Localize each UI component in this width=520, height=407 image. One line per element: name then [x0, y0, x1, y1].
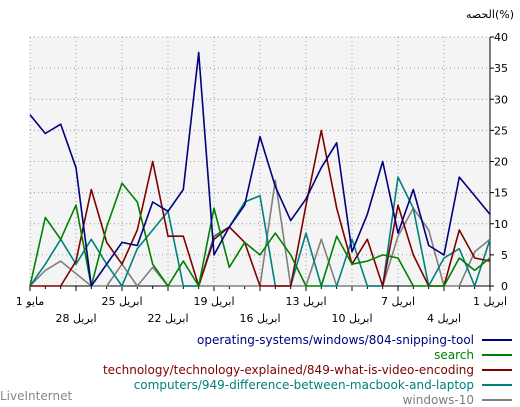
legend-label: windows-10 [402, 392, 474, 407]
legend-swatch [482, 353, 512, 356]
x-tick-label: 28 ابريل [55, 312, 96, 325]
y-axis-label: الحصه(%) [466, 8, 514, 21]
legend-item: windows-10 [403, 392, 512, 407]
y-tick-label: 35 [494, 62, 508, 75]
legend-item: technology/technology-explained/849-what… [103, 362, 512, 377]
series-line-1 [29, 51, 491, 287]
watermark: LiveInternet [0, 389, 73, 403]
legend-swatch [482, 398, 512, 401]
legend-label: operating-systems/windows/804-snipping-t… [197, 332, 474, 347]
y-tick-label: 20 [494, 156, 508, 169]
x-tick-label: 7 ابريل [381, 295, 415, 308]
legend-label: search [434, 347, 474, 362]
x-tick-label: 25 ابريل [101, 295, 142, 308]
legend-item: search [434, 347, 512, 362]
y-tick-label: 30 [494, 93, 508, 106]
x-tick-label: 13 ابريل [285, 295, 326, 308]
legend-item: operating-systems/windows/804-snipping-t… [197, 332, 512, 347]
x-tick-label: 10 ابريل [331, 312, 372, 325]
legend-swatch [482, 338, 512, 341]
y-tick-label: 40 [494, 31, 508, 44]
series-line-3 [30, 129, 491, 287]
legend-swatch [482, 383, 512, 386]
series-line-2 [29, 182, 491, 287]
x-tick-label: 1 ابريل [473, 295, 507, 308]
legend-label: technology/technology-explained/849-what… [102, 362, 474, 377]
y-tick-label: 0 [501, 280, 508, 293]
legend-label: computers/949-difference-between-macbook… [133, 377, 474, 392]
x-tick-label: 16 ابريل [239, 312, 280, 325]
y-tick-label: 25 [494, 124, 508, 137]
legend-swatch [482, 368, 512, 371]
x-tick-label: 1 مايو [16, 295, 45, 308]
x-tick-label: 19 ابريل [193, 295, 234, 308]
legend-item: computers/949-difference-between-macbook… [134, 377, 512, 392]
y-tick-label: 10 [494, 218, 508, 231]
x-tick-label: 22 ابريل [147, 312, 188, 325]
y-tick-label: 5 [501, 249, 508, 262]
y-tick-label: 15 [494, 187, 508, 200]
x-tick-label: 4 ابريل [427, 312, 461, 325]
